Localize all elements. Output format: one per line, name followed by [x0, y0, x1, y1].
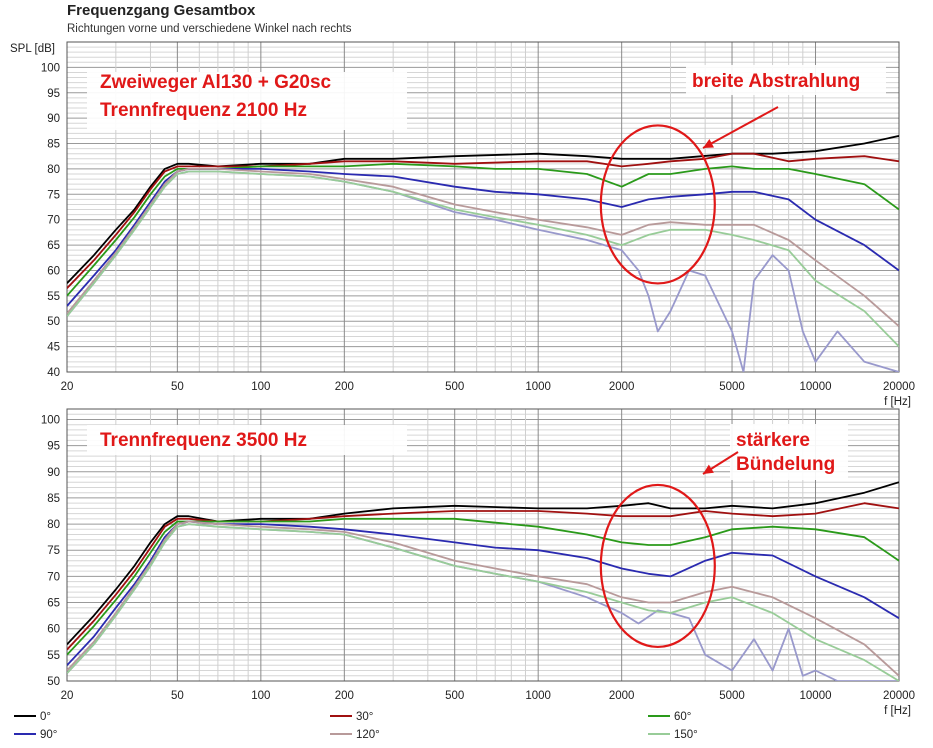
- chart-subtitle: Richtungen vorne und verschiedene Winkel…: [67, 23, 352, 35]
- y-tick-label: 100: [41, 414, 60, 426]
- y-tick-label: 95: [47, 88, 60, 100]
- y-tick-label: 45: [47, 342, 60, 354]
- x-tick-label: 20000: [883, 381, 915, 393]
- x-tick-label: 20: [61, 381, 74, 393]
- legend-label: 60°: [674, 711, 691, 723]
- y-tick-label: 65: [47, 240, 60, 252]
- plot-frame: [66, 41, 900, 373]
- legend-label: 0°: [40, 711, 51, 723]
- y-tick-label: 85: [47, 139, 60, 151]
- annotation-note-text: Bündelung: [736, 454, 835, 475]
- x-tick-label: 50: [171, 690, 184, 702]
- x-tick-label: 2000: [609, 690, 635, 702]
- annotation-box: [87, 425, 407, 455]
- y-tick-label: 90: [47, 467, 60, 479]
- annotation-text: Trennfrequenz 3500 Hz: [100, 430, 307, 451]
- y-tick-label: 55: [47, 291, 60, 303]
- y-tick-label: 50: [47, 316, 60, 328]
- x-tick-label: 20: [61, 690, 74, 702]
- x-tick-label: 500: [445, 381, 464, 393]
- legend-label: 30°: [356, 711, 373, 723]
- x-tick-label: 1000: [525, 381, 551, 393]
- annotation-text: Trennfrequenz 2100 Hz: [100, 100, 307, 121]
- annotation-text: Zweiweger Al130 + G20sc: [100, 72, 332, 93]
- y-tick-label: 100: [41, 62, 60, 74]
- annotation-note-text: stärkere: [736, 430, 810, 451]
- series-line-150deg: [67, 523, 899, 681]
- y-tick-label: 85: [47, 493, 60, 505]
- annotation-note-text: breite Abstrahlung: [692, 71, 860, 92]
- annotation-ellipse: [599, 483, 716, 649]
- annotation-arrowhead: [703, 464, 714, 474]
- x-tick-label: 5000: [719, 381, 745, 393]
- legend: 0° 30° 60° 90° 120° 150°: [14, 711, 698, 741]
- y-tick-label: 80: [47, 164, 60, 176]
- y-tick-label: 65: [47, 598, 60, 610]
- x-tick-label: 200: [335, 381, 354, 393]
- x-tick-label: 500: [445, 690, 464, 702]
- series-line-60deg: [67, 517, 899, 656]
- series-line-90deg: [67, 168, 899, 307]
- series-line-60deg: [67, 162, 899, 297]
- x-tick-label: 10000: [800, 381, 832, 393]
- series-line-30deg: [67, 152, 899, 289]
- y-tick-label: 55: [47, 650, 60, 662]
- legend-label: 150°: [674, 729, 698, 741]
- series-line-150deg: [67, 170, 899, 348]
- annotation-ellipse: [599, 124, 716, 285]
- plot-frame: [66, 408, 900, 682]
- y-tick-label: 75: [47, 545, 60, 557]
- x-tick-label: 200: [335, 690, 354, 702]
- y-tick-label: 90: [47, 113, 60, 125]
- x-axis-label: f [Hz]: [884, 396, 911, 408]
- annotation-note-box: [686, 65, 886, 95]
- x-tick-label: 100: [251, 690, 270, 702]
- y-axis-label: SPL [dB]: [10, 43, 55, 55]
- series-line-0deg: [67, 481, 899, 646]
- series-line-120deg: [67, 168, 899, 327]
- x-tick-label: 20000: [883, 690, 915, 702]
- x-tick-label: 1000: [525, 690, 551, 702]
- y-tick-label: 60: [47, 265, 60, 277]
- x-tick-label: 2000: [609, 381, 635, 393]
- x-tick-label: 5000: [719, 690, 745, 702]
- x-tick-label: 10000: [800, 690, 832, 702]
- y-tick-label: 50: [47, 676, 60, 688]
- y-tick-label: 40: [47, 367, 60, 379]
- series-line-30deg: [67, 502, 899, 651]
- x-tick-label: 50: [171, 381, 184, 393]
- legend-label: 120°: [356, 729, 380, 741]
- legend-label: 90°: [40, 729, 57, 741]
- annotation-note-box: [730, 424, 848, 480]
- annotation-box: [87, 72, 407, 130]
- series-group: [67, 135, 899, 372]
- annotation-arrowhead: [703, 139, 714, 148]
- y-tick-label: 95: [47, 441, 60, 453]
- y-tick-label: 70: [47, 215, 60, 227]
- y-tick-label: 70: [47, 571, 60, 583]
- series-line-90deg: [67, 520, 899, 666]
- y-tick-label: 75: [47, 189, 60, 201]
- series-line-120deg: [67, 520, 899, 677]
- x-tick-label: 100: [251, 381, 270, 393]
- x-axis-label: f [Hz]: [884, 705, 911, 717]
- y-tick-label: 60: [47, 624, 60, 636]
- chart-title: Frequenzgang Gesamtbox: [67, 2, 256, 19]
- y-tick-label: 80: [47, 519, 60, 531]
- annotation-arrow: [702, 106, 779, 149]
- series-group: [67, 481, 899, 681]
- chart-panel-1: 40 45 50 55 60 65 70 75 80 85 90 95 100 20 50 100 200 500…: [10, 41, 915, 408]
